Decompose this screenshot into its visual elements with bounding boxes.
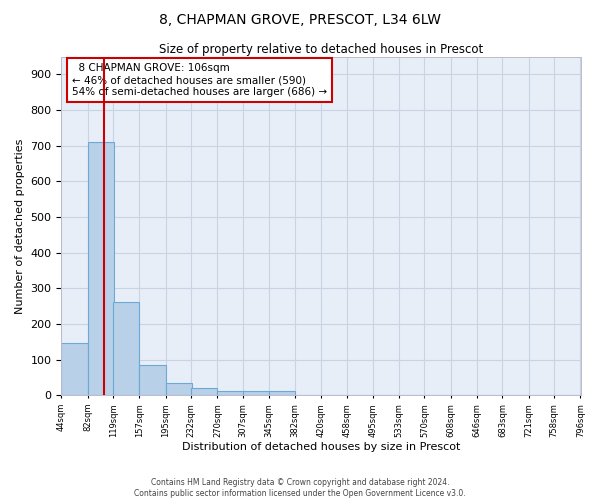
Title: Size of property relative to detached houses in Prescot: Size of property relative to detached ho… xyxy=(159,42,483,56)
Bar xyxy=(166,383,192,396)
Text: Contains HM Land Registry data © Crown copyright and database right 2024.
Contai: Contains HM Land Registry data © Crown c… xyxy=(134,478,466,498)
Bar xyxy=(139,365,166,396)
Bar xyxy=(88,142,114,396)
Text: 8 CHAPMAN GROVE: 106sqm
← 46% of detached houses are smaller (590)
54% of semi-d: 8 CHAPMAN GROVE: 106sqm ← 46% of detache… xyxy=(72,64,327,96)
Bar xyxy=(217,391,244,396)
Y-axis label: Number of detached properties: Number of detached properties xyxy=(15,138,25,314)
Text: 8, CHAPMAN GROVE, PRESCOT, L34 6LW: 8, CHAPMAN GROVE, PRESCOT, L34 6LW xyxy=(159,12,441,26)
Bar xyxy=(113,302,139,396)
X-axis label: Distribution of detached houses by size in Prescot: Distribution of detached houses by size … xyxy=(182,442,460,452)
Bar xyxy=(269,392,295,396)
Bar xyxy=(61,342,88,396)
Bar xyxy=(191,388,217,396)
Bar xyxy=(243,391,269,396)
